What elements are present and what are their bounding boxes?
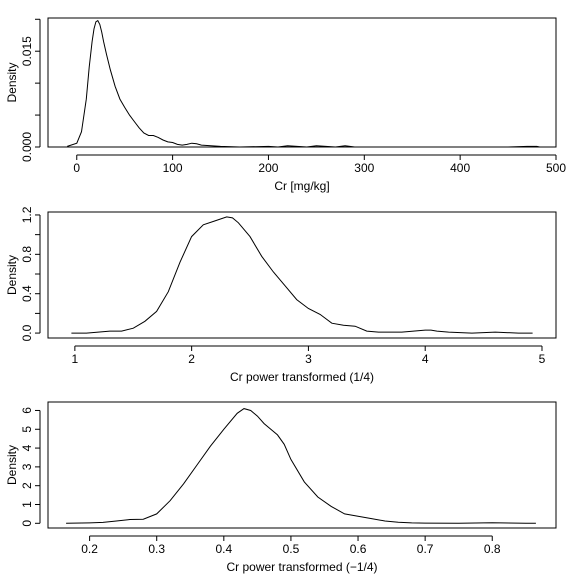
density-curve [66, 408, 536, 524]
density-curve [71, 216, 533, 334]
x-tick-label: 0.8 [484, 542, 501, 556]
x-tick-label: 0.2 [81, 542, 98, 556]
density-curve [67, 19, 540, 148]
plot-frame [47, 17, 557, 148]
x-tick-label: 0.6 [350, 542, 367, 556]
y-axis-label: Density [5, 255, 19, 295]
y-tick-label: 5 [20, 426, 34, 433]
y-tick-label: 0.000 [20, 132, 34, 162]
plot-frame [47, 211, 557, 339]
x-tick-label: 300 [354, 161, 374, 175]
x-tick-label: 100 [163, 161, 183, 175]
x-tick-label: 0.3 [148, 542, 165, 556]
x-tick-label: 3 [305, 352, 312, 366]
y-tick-label: 0.015 [20, 36, 34, 66]
y-tick-label: 0 [20, 520, 34, 527]
x-tick-label: 4 [422, 352, 429, 366]
x-tick-label: 500 [546, 161, 566, 175]
x-tick-label: 0.7 [417, 542, 434, 556]
plot-frame [47, 401, 557, 529]
x-tick-label: 5 [539, 352, 546, 366]
y-tick-label: 0.8 [20, 246, 34, 263]
x-tick-label: 1 [72, 352, 79, 366]
x-tick-label: 0 [73, 161, 80, 175]
density-panel-raw-cr-density: 0 100 200 300 400 500 Cr [mg/kg] 0.000 0.015Dens… [5, 17, 566, 193]
y-tick-label: 4 [20, 444, 34, 451]
x-axis-label: Cr power transformed (−1/4) [226, 560, 377, 574]
x-tick-label: 200 [258, 161, 278, 175]
y-tick-label: 1 [20, 501, 34, 508]
y-tick-label: 0.4 [20, 285, 34, 302]
y-tick-label: 6 [20, 407, 34, 414]
density-panel-cr-quarter-power-density: 1 2 3 4 5 Cr power transformed (1/4) 0.0 0.4 0.8… [5, 206, 557, 384]
x-axis-label: Cr power transformed (1/4) [230, 370, 374, 384]
y-tick-label: 1.2 [20, 206, 34, 223]
y-tick-label: 3 [20, 463, 34, 470]
x-axis-label: Cr [mg/kg] [274, 179, 329, 193]
x-tick-label: 400 [450, 161, 470, 175]
density-panel-cr-neg-quarter-power-density: 0.2 0.3 0.4 0.5 0.6 0.7 0.8 Cr power transforme… [5, 401, 557, 574]
x-tick-label: 0.5 [283, 542, 300, 556]
x-tick-label: 0.4 [215, 542, 232, 556]
y-axis-label: Density [5, 62, 19, 102]
x-tick-label: 2 [188, 352, 195, 366]
y-tick-label: 2 [20, 482, 34, 489]
y-tick-label: 0.0 [20, 324, 34, 341]
y-axis-label: Density [5, 445, 19, 485]
